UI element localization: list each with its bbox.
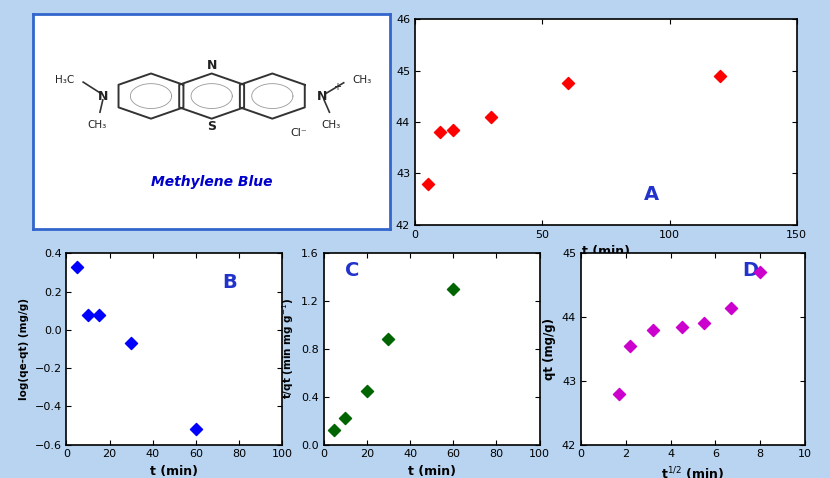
Point — [561, 79, 574, 87]
Text: CH₃: CH₃ — [353, 75, 372, 85]
Point — [613, 390, 626, 397]
X-axis label: t$^{1/2}$ (min): t$^{1/2}$ (min) — [662, 465, 725, 478]
Text: D: D — [742, 261, 759, 280]
Text: S: S — [208, 120, 216, 133]
Point — [623, 342, 637, 349]
Point — [124, 339, 138, 347]
Point — [725, 304, 738, 311]
Point — [447, 285, 460, 293]
X-axis label: t (min): t (min) — [408, 465, 456, 478]
Point — [81, 311, 95, 318]
Text: CH₃: CH₃ — [88, 120, 107, 130]
Text: N: N — [207, 59, 217, 73]
Text: +: + — [333, 83, 340, 92]
Text: H₃C: H₃C — [55, 75, 74, 85]
Y-axis label: log(qe-qt) (mg/g): log(qe-qt) (mg/g) — [19, 298, 29, 400]
Y-axis label: t/qt (min mg g$^{-1}$): t/qt (min mg g$^{-1}$) — [280, 298, 295, 400]
Text: A: A — [644, 185, 659, 204]
Point — [714, 72, 727, 79]
Text: Cl⁻: Cl⁻ — [290, 129, 307, 138]
Text: N: N — [98, 89, 108, 103]
Text: B: B — [222, 273, 237, 292]
Point — [447, 126, 460, 133]
Point — [382, 336, 395, 343]
Point — [434, 129, 447, 136]
Point — [676, 323, 689, 330]
X-axis label: t (min): t (min) — [582, 245, 630, 258]
Text: C: C — [345, 261, 359, 280]
Point — [71, 263, 84, 271]
X-axis label: t (min): t (min) — [150, 465, 198, 478]
Y-axis label: qt (mg/g): qt (mg/g) — [544, 318, 556, 380]
Y-axis label: qe (mg/g): qe (mg/g) — [378, 90, 390, 154]
Point — [92, 311, 105, 318]
Point — [646, 326, 659, 334]
Text: CH₃: CH₃ — [321, 120, 341, 130]
Point — [339, 414, 352, 422]
Point — [485, 113, 498, 120]
Point — [697, 320, 710, 327]
Text: N: N — [317, 89, 328, 103]
Point — [360, 387, 374, 395]
Text: Methylene Blue: Methylene Blue — [151, 175, 272, 189]
Point — [421, 180, 434, 187]
Point — [754, 269, 767, 276]
Point — [189, 425, 203, 433]
Point — [328, 426, 341, 434]
